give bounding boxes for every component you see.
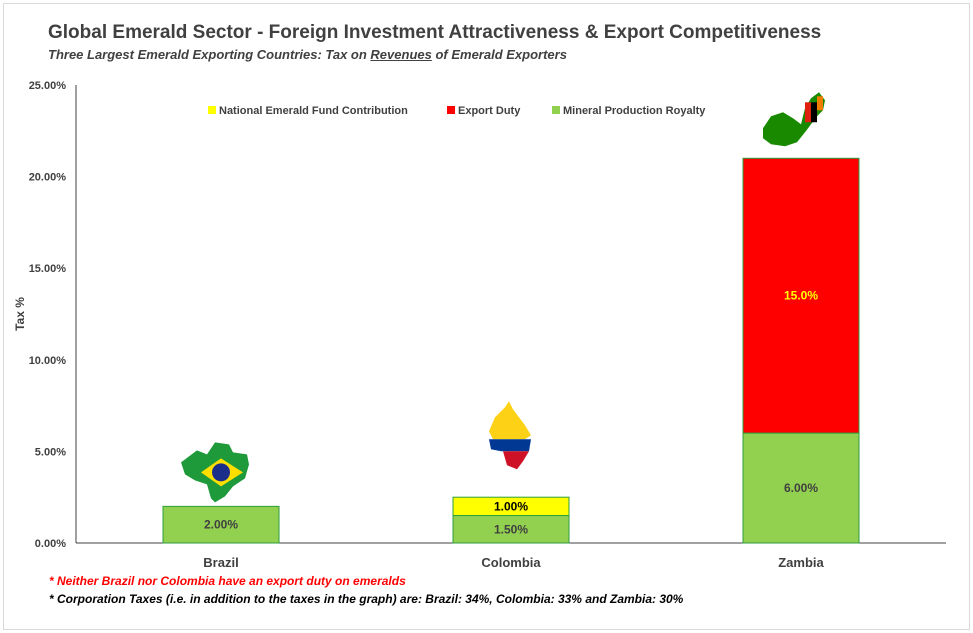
colombia-yellow-band bbox=[489, 401, 531, 440]
bar-mineral-production-royalty bbox=[162, 505, 280, 544]
y-tick-label: 5.00% bbox=[35, 446, 66, 458]
y-tick-label: 25.00% bbox=[29, 80, 67, 92]
colombia-flag-map-icon bbox=[489, 401, 531, 470]
x-tick-label: Colombia bbox=[481, 555, 541, 570]
data-label: 2.00% bbox=[204, 518, 238, 532]
legend-swatch bbox=[208, 106, 216, 114]
colombia-red-band bbox=[503, 451, 529, 470]
zambia-flag-map-icon bbox=[763, 92, 825, 147]
data-label: 1.50% bbox=[494, 522, 528, 536]
subtitle-underlined-word: Revenues bbox=[370, 47, 432, 62]
data-label: 15.0% bbox=[784, 289, 818, 303]
legend-label: Export Duty bbox=[458, 105, 521, 117]
flag-icons bbox=[181, 92, 825, 503]
brazil-flag-globe bbox=[212, 463, 230, 482]
brazil-flag-map-icon bbox=[181, 442, 249, 503]
x-tick-label: Zambia bbox=[778, 555, 824, 570]
subtitle-part-1: Three Largest Emerald Exporting Countrie… bbox=[48, 47, 371, 62]
y-tick-label: 10.00% bbox=[29, 355, 67, 367]
zambia-orange-stripe bbox=[817, 96, 823, 111]
zambia-red-stripe bbox=[805, 102, 811, 123]
bar-national-emerald-fund-contribution bbox=[452, 496, 570, 517]
x-tick-label: Brazil bbox=[203, 555, 238, 570]
footnote-corporation-taxes: * Corporation Taxes (i.e. in addition to… bbox=[49, 592, 684, 606]
chart-subtitle: Three Largest Emerald Exporting Countrie… bbox=[48, 47, 567, 62]
legend-swatch bbox=[447, 106, 455, 114]
y-axis-title: Tax % bbox=[13, 297, 27, 331]
legend-label: National Emerald Fund Contribution bbox=[219, 105, 408, 117]
legend: National Emerald Fund Contribution Export… bbox=[208, 105, 706, 117]
subtitle-part-2: of Emerald Exporters bbox=[431, 47, 567, 62]
colombia-blue-band bbox=[489, 439, 531, 452]
bar-export-duty bbox=[742, 157, 860, 434]
bar-mineral-production-royalty bbox=[742, 432, 860, 544]
footnote-export-duty: * Neither Brazil nor Colombia have an ex… bbox=[49, 574, 406, 588]
y-tick-label: 0.00% bbox=[35, 538, 66, 550]
data-label: 1.00% bbox=[494, 499, 528, 513]
legend-label: Mineral Production Royalty bbox=[563, 105, 706, 117]
y-tick-label: 15.00% bbox=[29, 263, 67, 275]
bars: 2.00% 1.50% 1.00% 6.00% 15.0% bbox=[162, 157, 860, 544]
y-tick-label: 20.00% bbox=[29, 172, 67, 184]
data-label: 6.00% bbox=[784, 481, 818, 495]
zambia-black-stripe bbox=[811, 102, 817, 123]
chart-title: Global Emerald Sector - Foreign Investme… bbox=[48, 22, 822, 43]
legend-swatch bbox=[552, 106, 560, 114]
